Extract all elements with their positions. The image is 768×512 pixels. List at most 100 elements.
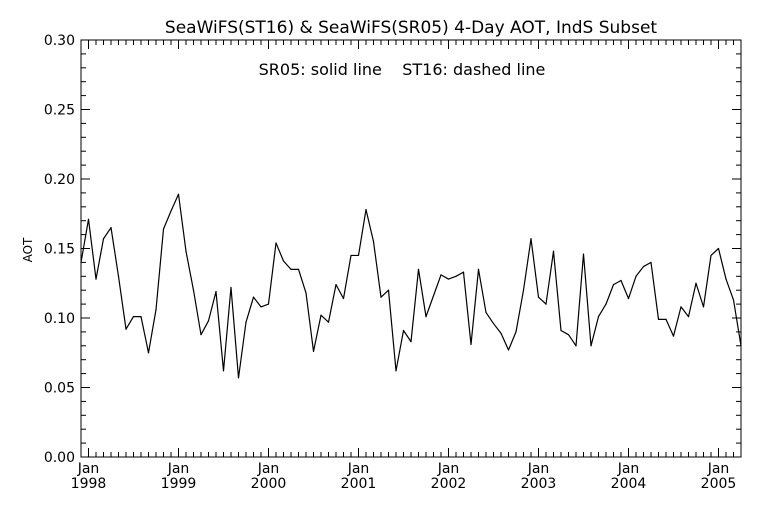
x-tick-year-label: 1999 bbox=[161, 476, 197, 492]
y-tick-label: 0.05 bbox=[44, 381, 75, 397]
data-point bbox=[215, 290, 217, 293]
data-point bbox=[387, 289, 390, 291]
data-point bbox=[87, 218, 90, 220]
data-point bbox=[417, 268, 420, 270]
data-point bbox=[657, 318, 660, 320]
data-point bbox=[635, 275, 637, 277]
data-point bbox=[710, 254, 712, 257]
data-point bbox=[537, 296, 540, 298]
plot-frame bbox=[80, 39, 742, 458]
data-point bbox=[597, 316, 600, 318]
data-point bbox=[327, 321, 330, 323]
data-point bbox=[395, 370, 397, 372]
data-point bbox=[155, 309, 157, 311]
data-point bbox=[560, 329, 562, 332]
data-point bbox=[95, 278, 97, 280]
data-point bbox=[102, 238, 105, 240]
data-point bbox=[305, 292, 307, 294]
data-point bbox=[335, 284, 337, 286]
data-point bbox=[492, 322, 495, 325]
series-layer bbox=[80, 193, 742, 379]
data-point bbox=[245, 321, 247, 323]
data-point bbox=[185, 250, 187, 252]
data-point bbox=[500, 332, 502, 334]
x-tick-year-label: 2002 bbox=[431, 476, 467, 492]
y-tick-label: 0.20 bbox=[44, 172, 75, 188]
data-point bbox=[275, 242, 277, 244]
x-tick-year-label: 1998 bbox=[71, 476, 107, 492]
data-point bbox=[552, 250, 555, 252]
data-point bbox=[477, 268, 480, 270]
data-point bbox=[702, 306, 705, 308]
data-point bbox=[582, 253, 585, 255]
data-point bbox=[590, 345, 592, 347]
data-point bbox=[432, 295, 435, 297]
data-point bbox=[485, 311, 487, 314]
data-point bbox=[290, 268, 292, 270]
data-point bbox=[342, 297, 345, 300]
data-point bbox=[110, 227, 112, 229]
data-point bbox=[680, 306, 682, 308]
data-point bbox=[620, 279, 622, 282]
x-tick-month-label: Jan bbox=[257, 461, 280, 477]
chart-title: SeaWiFS(ST16) & SeaWiFS(SR05) 4-Day AOT,… bbox=[165, 18, 658, 38]
data-point bbox=[665, 318, 667, 320]
data-point bbox=[192, 289, 195, 291]
data-point bbox=[402, 329, 405, 332]
data-point bbox=[672, 335, 675, 337]
data-point bbox=[725, 278, 727, 280]
data-point bbox=[252, 296, 255, 298]
data-point bbox=[605, 303, 607, 305]
x-tick-month-label: Jan bbox=[347, 461, 370, 477]
x-tick-month-label: Jan bbox=[617, 461, 640, 477]
data-point bbox=[740, 345, 742, 347]
data-point bbox=[365, 208, 367, 211]
data-point bbox=[125, 328, 127, 330]
y-axis-ticks: 0.00 0.05 0.10 0.15 0.20 0.25 0.30 bbox=[44, 33, 741, 466]
data-point bbox=[627, 297, 630, 300]
data-point bbox=[732, 299, 735, 301]
y-tick-label: 0.30 bbox=[44, 33, 75, 49]
data-point bbox=[462, 271, 465, 273]
data-point bbox=[515, 331, 517, 333]
data-point bbox=[530, 238, 532, 240]
data-point bbox=[230, 286, 232, 289]
data-point bbox=[642, 265, 645, 268]
y-axis-label: AOT bbox=[21, 237, 35, 262]
data-point bbox=[350, 254, 352, 257]
data-point bbox=[522, 289, 525, 291]
data-point bbox=[447, 278, 450, 280]
data-point bbox=[440, 274, 442, 276]
data-point bbox=[410, 341, 412, 343]
data-point bbox=[170, 210, 172, 212]
x-axis-ticks: Jan1998Jan1999Jan2000Jan2001Jan2002Jan20… bbox=[71, 40, 742, 492]
x-tick-month-label: Jan bbox=[707, 461, 730, 477]
data-point bbox=[282, 260, 285, 262]
data-point bbox=[162, 228, 165, 230]
data-point bbox=[612, 284, 615, 286]
x-tick-year-label: 2001 bbox=[341, 476, 377, 492]
data-point bbox=[507, 349, 510, 351]
x-tick-month-label: Jan bbox=[437, 461, 460, 477]
data-point bbox=[297, 268, 300, 270]
y-tick-label: 0.00 bbox=[44, 450, 75, 466]
data-point bbox=[222, 370, 225, 372]
data-point bbox=[470, 343, 472, 346]
data-point bbox=[177, 193, 180, 195]
data-point bbox=[717, 247, 720, 250]
series-line-sr05 bbox=[80, 193, 742, 379]
x-tick-year-label: 2004 bbox=[611, 476, 647, 492]
data-point bbox=[575, 345, 577, 347]
data-point bbox=[117, 275, 120, 277]
data-point bbox=[687, 316, 690, 318]
y-tick-label: 0.10 bbox=[44, 311, 75, 327]
data-point bbox=[372, 240, 375, 243]
x-tick-year-label: 2000 bbox=[251, 476, 287, 492]
y-tick-label: 0.25 bbox=[44, 103, 75, 119]
data-point bbox=[357, 254, 360, 257]
x-tick-year-label: 2005 bbox=[701, 476, 737, 492]
series-legend-annotation: SR05: solid line ST16: dashed line bbox=[259, 60, 546, 79]
data-point bbox=[80, 261, 82, 263]
data-point bbox=[140, 316, 142, 318]
